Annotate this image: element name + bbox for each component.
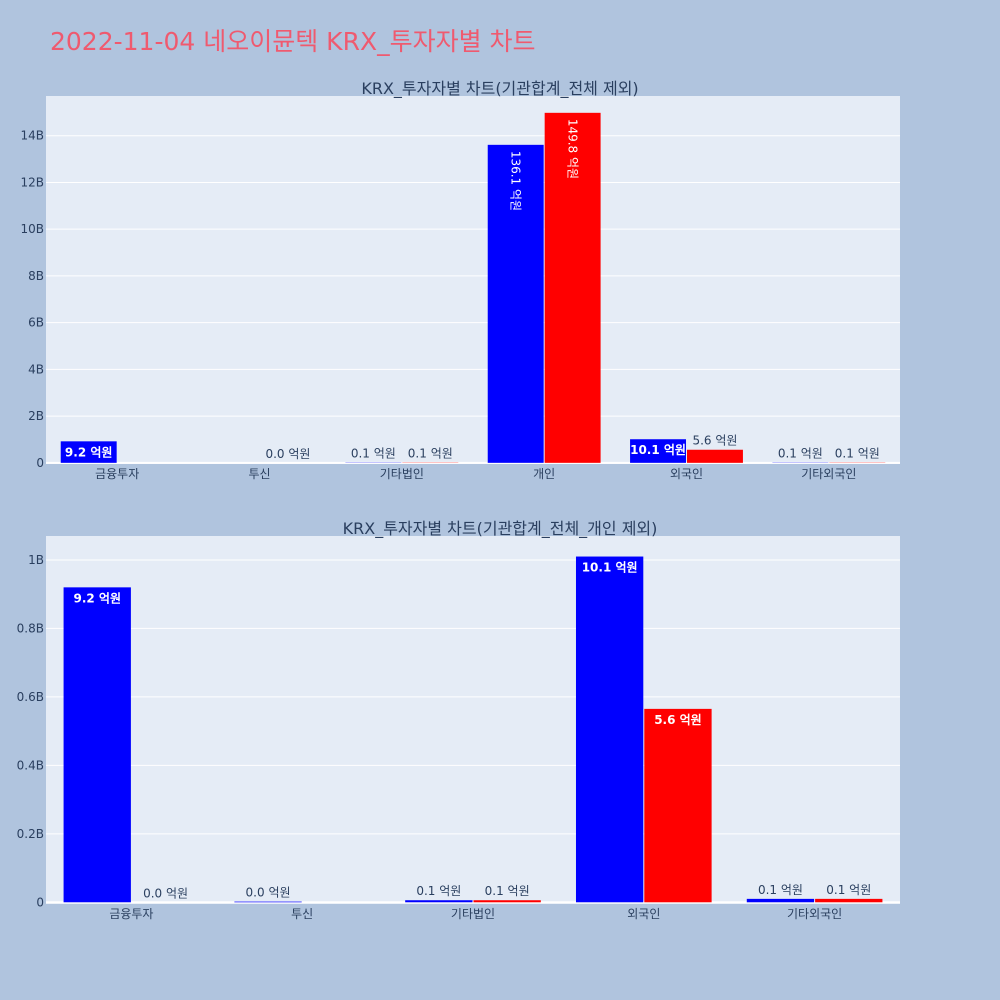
data-label: 0.1 억원 [826, 883, 871, 897]
x-tick-label: 투신 [291, 907, 313, 921]
y-tick-label: 8B [28, 269, 44, 283]
y-tick-label: 0.8B [17, 621, 44, 635]
buy-bar [487, 144, 544, 463]
data-label: 0.0 억원 [246, 886, 291, 900]
y-tick-label: 10B [20, 222, 44, 236]
buy-bar [630, 439, 686, 463]
sell-bar [644, 708, 712, 903]
data-label: 0.1 억원 [408, 447, 453, 461]
y-tick-label: 14B [20, 129, 44, 143]
data-label: 0.1 억원 [778, 447, 823, 461]
x-tick-label: 금융투자 [95, 467, 139, 481]
y-tick-label: 0 [36, 895, 44, 909]
data-label: 0.1 억원 [758, 883, 803, 897]
data-label: 136.1 억원 [509, 151, 523, 211]
chart-bottom: KRX_투자자별 차트(기관합계_전체_개인 제외) 0 0.2B 0.4B 0.6B 0… [17, 519, 900, 921]
x-tick-label: 기타법인 [380, 467, 424, 481]
sell-bar [473, 900, 541, 903]
x-tick-label: 기타외국인 [787, 907, 842, 921]
x-tick-label: 기타외국인 [801, 467, 856, 481]
data-label: 5.6 억원 [654, 713, 702, 727]
chart-top: KRX_투자자별 차트(기관합계_전체 제외) 0 2B 4B 6B 8B 10B 12B 14… [20, 79, 900, 481]
buy-bar [234, 901, 302, 903]
y-tick-label: 6B [28, 316, 44, 330]
data-label: 5.6 억원 [692, 434, 737, 448]
buy-bar [60, 441, 117, 463]
y-tick-label: 1B [28, 553, 44, 567]
data-label: 9.2 억원 [73, 591, 121, 605]
sell-bar [815, 898, 883, 903]
y-tick-label: 12B [20, 175, 44, 189]
page-title: 2022-11-04 네오이뮨텍 KRX_투자자별 차트 [50, 27, 536, 56]
data-label: 0.1 억원 [835, 447, 880, 461]
y-tick-label: 0.2B [17, 827, 44, 841]
y-tick-label: 0 [36, 456, 44, 470]
sell-bar [544, 112, 601, 463]
chart-title: KRX_투자자별 차트(기관합계_전체_개인 제외) [343, 519, 658, 539]
y-tick-label: 4B [28, 362, 44, 376]
data-label: 10.1 억원 [630, 443, 686, 457]
buy-bar [575, 556, 644, 903]
buy-bar [63, 587, 131, 903]
buy-bar [746, 898, 815, 903]
data-label: 10.1 억원 [582, 561, 638, 575]
data-label: 149.8 억원 [566, 119, 580, 179]
plot-area [46, 96, 900, 464]
data-label: 9.2 억원 [65, 445, 113, 459]
x-tick-label: 개인 [533, 467, 555, 481]
x-tick-label: 금융투자 [109, 907, 153, 921]
y-tick-label: 0.6B [17, 690, 44, 704]
x-tick-label: 기타법인 [451, 907, 495, 921]
plot-area [46, 536, 900, 904]
sell-bar [687, 449, 743, 463]
data-label: 0.0 억원 [143, 886, 188, 900]
data-label: 0.0 억원 [265, 447, 310, 461]
x-tick-label: 외국인 [627, 907, 660, 921]
y-tick-label: 2B [28, 409, 44, 423]
data-label: 0.1 억원 [351, 447, 396, 461]
data-label: 0.1 억원 [416, 884, 461, 898]
chart-title: KRX_투자자별 차트(기관합계_전체 제외) [361, 79, 638, 99]
x-tick-label: 외국인 [670, 467, 703, 481]
y-tick-label: 0.4B [17, 758, 44, 772]
data-label: 0.1 억원 [485, 884, 530, 898]
x-tick-label: 투신 [248, 467, 270, 481]
buy-bar [405, 900, 473, 903]
